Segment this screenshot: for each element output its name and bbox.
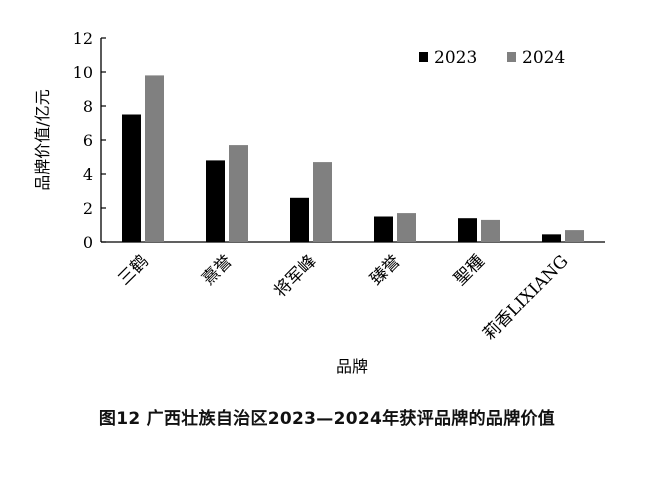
y-tick-label: 6 — [83, 131, 93, 150]
legend-swatch-2023 — [419, 52, 428, 62]
bar-2023-4 — [374, 216, 393, 242]
bar-2024-2 — [229, 145, 248, 242]
x-tick-label: 莉香LIXIANG — [480, 251, 573, 344]
x-tick-label: 聖種 — [450, 251, 488, 289]
x-tick-label: 将军峰 — [270, 251, 320, 301]
bars — [122, 75, 584, 243]
bar-2024-1 — [145, 75, 164, 243]
bar-2023-2 — [206, 160, 225, 242]
bar-2023-5 — [458, 218, 477, 242]
y-tick-label: 4 — [83, 165, 93, 184]
y-tick-label: 2 — [83, 199, 93, 218]
bar-2024-4 — [397, 213, 416, 242]
bar-2023-3 — [290, 197, 309, 242]
x-tick-label: 三鹤 — [114, 251, 152, 289]
bar-2024-6 — [565, 230, 584, 242]
y-tick-label: 12 — [73, 29, 93, 48]
x-tick-label: 熹誉 — [198, 251, 236, 289]
y-axis-label: 品牌价值/亿元 — [33, 89, 52, 190]
bar-2023-6 — [542, 234, 561, 242]
bar-2024-3 — [313, 162, 332, 242]
y-tick-label: 10 — [73, 63, 93, 82]
bar-2023-1 — [122, 114, 141, 242]
y-tick-label: 8 — [83, 97, 93, 116]
x-tick-label: 臻誉 — [366, 251, 404, 289]
legend-label: 2024 — [522, 48, 565, 68]
y-tick-label: 0 — [83, 233, 93, 252]
legend-label: 2023 — [434, 48, 477, 68]
figure-caption: 图12 广西壮族自治区2023—2024年获评品牌的品牌价值 — [98, 409, 556, 429]
bar-2024-5 — [481, 219, 500, 242]
legend: 2023 2024 — [419, 48, 565, 68]
legend-swatch-2024 — [507, 52, 516, 62]
x-axis-label: 品牌 — [336, 357, 368, 376]
y-ticks: 0 2 4 6 8 10 12 — [73, 29, 106, 252]
